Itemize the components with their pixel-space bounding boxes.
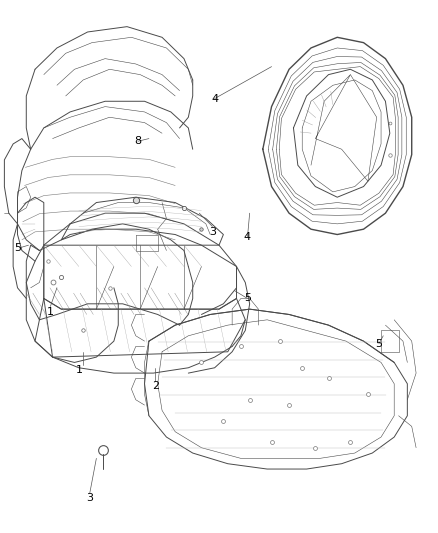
Text: 1: 1 xyxy=(47,307,54,317)
Text: 1: 1 xyxy=(75,366,82,375)
Text: 5: 5 xyxy=(244,294,251,303)
Text: 5: 5 xyxy=(375,339,382,349)
Text: 4: 4 xyxy=(211,94,218,103)
Text: 5: 5 xyxy=(14,243,21,253)
Text: 4: 4 xyxy=(244,232,251,242)
Text: 8: 8 xyxy=(134,136,141,146)
Text: 2: 2 xyxy=(152,382,159,391)
Text: 3: 3 xyxy=(86,494,93,503)
Text: 3: 3 xyxy=(209,227,216,237)
